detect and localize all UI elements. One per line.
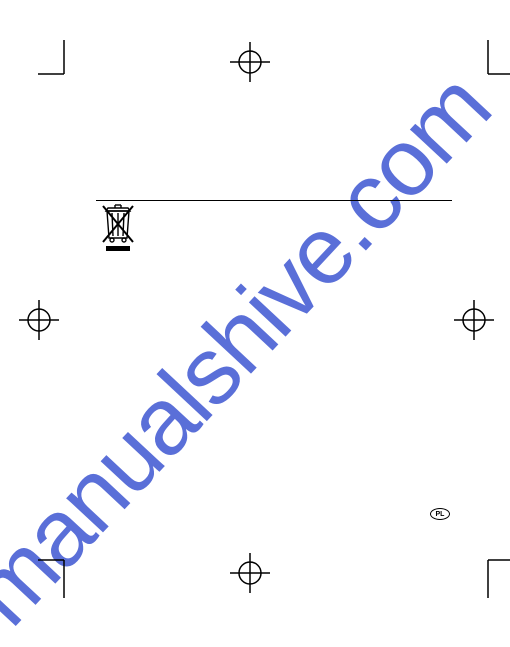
crop-mark-top-left: [34, 30, 94, 100]
registration-mark-top: [228, 40, 272, 84]
registration-mark-right: [452, 298, 496, 342]
registration-mark-bottom: [228, 551, 272, 595]
weee-bin-icon: [100, 204, 136, 254]
crop-mark-top-right: [478, 30, 510, 100]
section-divider: [96, 200, 452, 201]
crop-mark-bottom-right: [478, 540, 510, 610]
language-badge-label: PL: [436, 511, 445, 518]
crop-mark-bottom-left: [34, 540, 94, 610]
registration-mark-left: [17, 298, 61, 342]
language-badge: PL: [430, 508, 450, 520]
